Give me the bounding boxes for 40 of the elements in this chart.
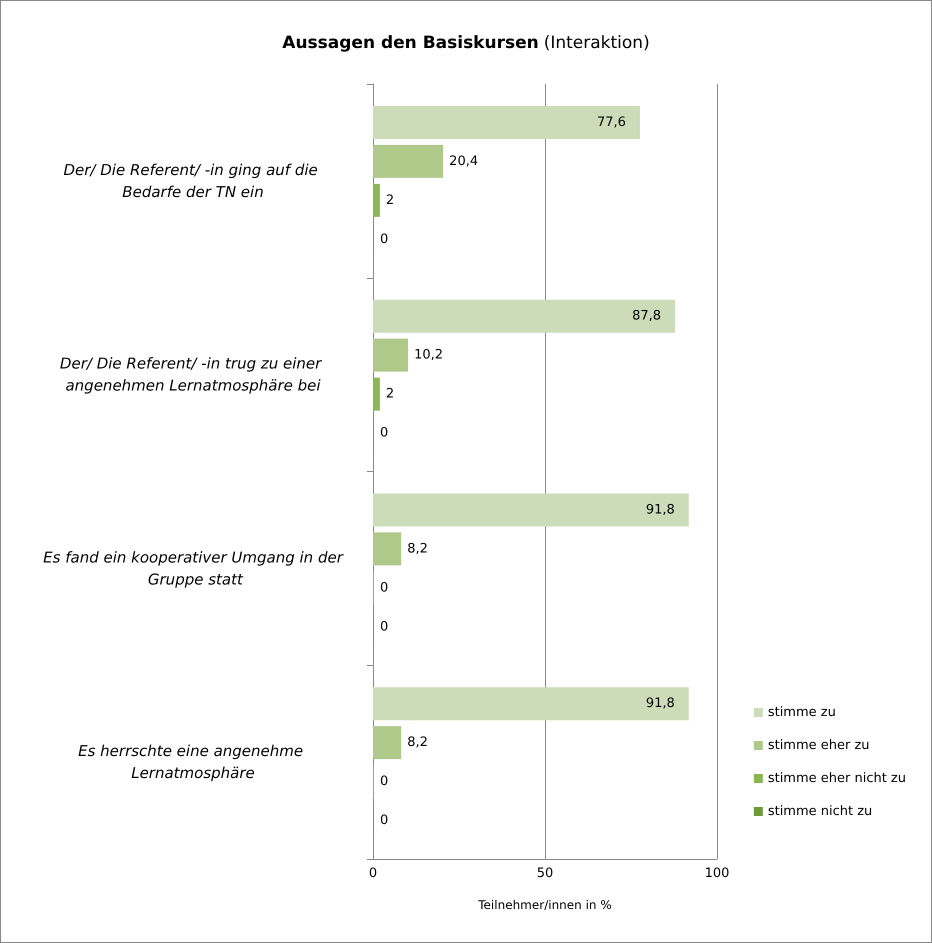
data-label: 2 xyxy=(386,192,394,208)
data-label: 0 xyxy=(380,813,388,828)
data-label: 0 xyxy=(380,232,388,247)
chart-title: Aussagen den Basiskursen xyxy=(282,33,539,53)
bar xyxy=(373,687,689,720)
data-label: 10,2 xyxy=(414,348,444,363)
legend-label: stimme eher zu xyxy=(768,738,870,753)
x-axis-title: Teilnehmer/innen in % xyxy=(477,898,612,912)
bar xyxy=(373,726,402,760)
data-label: 0 xyxy=(380,426,388,441)
x-tick-label: 0 xyxy=(368,866,378,881)
x-tick-label: 100 xyxy=(704,866,730,881)
bar xyxy=(373,144,444,178)
data-label: 91,8 xyxy=(646,696,675,712)
chart-subtitle: (Interaktion) xyxy=(544,33,650,53)
y-tick-label: Der/ Die Referent/ -in trug zu einer angenehmen Lernatmosphäre bei xyxy=(60,354,326,395)
y-tick-label: Es herrschte eine angenehme Lernatmosphäre xyxy=(78,742,308,782)
data-label: 20,4 xyxy=(449,154,478,169)
data-label: 2 xyxy=(386,386,394,402)
data-label: 77,6 xyxy=(596,114,626,130)
bar xyxy=(373,106,640,139)
data-label: 8,2 xyxy=(407,541,428,556)
bar xyxy=(373,300,676,333)
bar xyxy=(373,532,402,566)
x-tick-label: 50 xyxy=(536,866,554,881)
legend-label: stimme nicht zu xyxy=(768,804,872,819)
bar xyxy=(373,338,408,372)
y-tick-label: Es fand ein kooperativer Umgang in der Gruppe statt xyxy=(43,548,344,588)
data-label: 0 xyxy=(380,580,388,596)
legend-label: stimme zu xyxy=(768,705,836,720)
data-label: 0 xyxy=(380,774,388,790)
legend-label: stimme eher nicht zu xyxy=(768,771,906,786)
bar xyxy=(373,493,689,526)
data-label: 87,8 xyxy=(632,308,662,324)
data-label: 8,2 xyxy=(407,735,428,750)
y-tick-label: Der/ Die Referent/ -in ging auf die Bedarfe der TN ein xyxy=(63,160,323,201)
data-label: 91,8 xyxy=(646,502,675,518)
bar xyxy=(373,184,380,217)
data-label: 0 xyxy=(380,619,388,634)
bar xyxy=(373,378,380,411)
